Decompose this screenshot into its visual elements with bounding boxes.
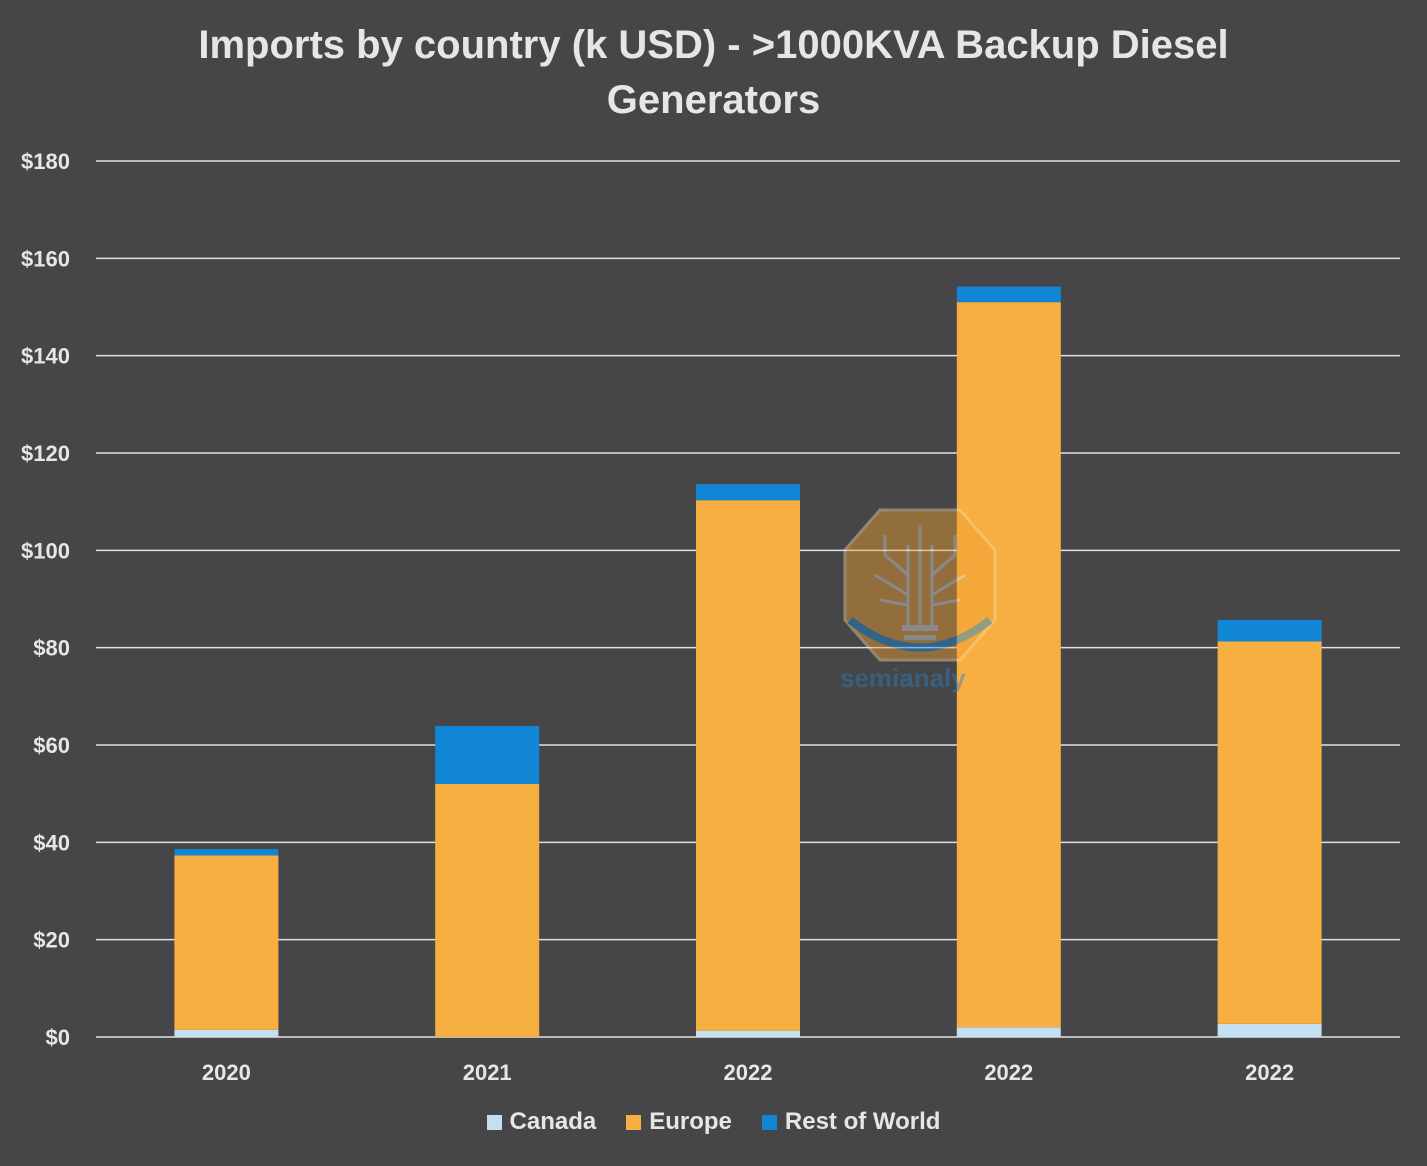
legend-label-europe: Europe [649, 1108, 732, 1135]
legend-swatch-canada [486, 1114, 502, 1130]
legend-item-europe: Europe [626, 1108, 732, 1136]
y-tick-label: $180 [21, 149, 70, 174]
tree-circuit-icon: semianaly [840, 508, 997, 693]
chart-title: Imports by country (k USD) - >1000KVA Ba… [0, 18, 1427, 128]
bar-rest-of-world [174, 849, 279, 856]
y-tick-label: $20 [33, 928, 70, 953]
y-tick-label: $140 [21, 344, 70, 369]
bar-canada [174, 1029, 279, 1037]
y-tick-label: $160 [21, 246, 70, 271]
bar-rest-of-world [435, 726, 540, 784]
x-tick-label: 2020 [202, 1060, 251, 1085]
watermark-logo: semianaly [840, 505, 1000, 695]
legend-swatch-europe [626, 1114, 642, 1130]
watermark-text: semianaly [840, 663, 966, 693]
bar-rest-of-world [696, 484, 800, 501]
x-tick-label: 2022 [984, 1060, 1033, 1085]
y-tick-label: $120 [21, 441, 70, 466]
bars [174, 286, 1322, 1037]
bar-rest-of-world [1217, 619, 1322, 642]
y-tick-label: $40 [33, 830, 70, 855]
chart-title-line-1: Imports by country (k USD) - >1000KVA Ba… [198, 23, 1229, 67]
bar-europe [696, 500, 800, 1031]
bar-europe [956, 302, 1061, 1028]
x-axis-ticks: 2020 2021 2022 2022 2022 [202, 1060, 1294, 1085]
bar-europe [1217, 641, 1322, 1024]
bar-europe [435, 783, 540, 1037]
legend-item-canada: Canada [486, 1108, 597, 1136]
legend: Canada Europe Rest of World [0, 1108, 1427, 1136]
bar-canada [1217, 1023, 1322, 1037]
legend-label-canada: Canada [509, 1108, 597, 1135]
bar-rest-of-world [956, 286, 1061, 303]
x-tick-label: 2022 [724, 1060, 773, 1085]
bar-canada [696, 1030, 800, 1037]
y-tick-label: $100 [21, 538, 70, 563]
bar-canada [956, 1027, 1061, 1037]
chart-title-line-2: Generators [606, 78, 821, 122]
legend-swatch-rest-of-world [761, 1114, 777, 1130]
x-tick-label: 2022 [1245, 1060, 1294, 1085]
y-axis-ticks: $0 $20 $40 $60 $80 $100 $120 $140 $160 $180 [21, 149, 70, 1050]
bar-europe [174, 855, 279, 1030]
y-tick-label: $60 [33, 733, 70, 758]
legend-item-rest-of-world: Rest of World [761, 1108, 941, 1136]
y-tick-label: $80 [33, 636, 70, 661]
y-tick-label: $0 [46, 1025, 70, 1050]
x-tick-label: 2021 [463, 1060, 512, 1085]
legend-label-rest-of-world: Rest of World [784, 1108, 941, 1135]
